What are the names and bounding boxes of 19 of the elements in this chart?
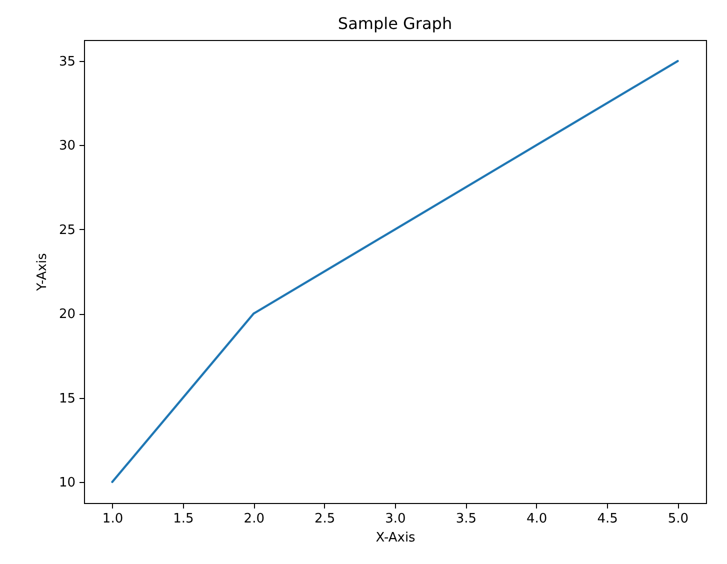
x-tick-label: 3.0 — [385, 512, 406, 526]
x-tick-label: 2.5 — [314, 512, 336, 526]
y-tick-label: 30 — [58, 138, 76, 154]
y-tick-label: 35 — [58, 54, 76, 70]
y-tick-label: 15 — [58, 391, 76, 406]
x-tick-label: 4.0 — [526, 512, 548, 526]
y-tick-label: 10 — [58, 475, 76, 490]
chart-title: Sample Graph — [338, 14, 452, 33]
x-tick-label: 3.5 — [456, 512, 477, 526]
x-tick-label: 4.5 — [597, 512, 618, 526]
x-tick-label: 2.0 — [244, 512, 264, 526]
x-axis-title: X-Axis — [376, 530, 416, 546]
x-tick-label: 1.0 — [102, 512, 124, 526]
y-axis-title: Y-Axis — [34, 252, 50, 292]
x-tick-label: 5.0 — [668, 512, 689, 526]
line-series — [111, 60, 679, 484]
y-tick-label: 25 — [58, 222, 76, 238]
x-tick-label: 1.5 — [173, 512, 194, 526]
y-tick-label: 20 — [58, 307, 76, 322]
